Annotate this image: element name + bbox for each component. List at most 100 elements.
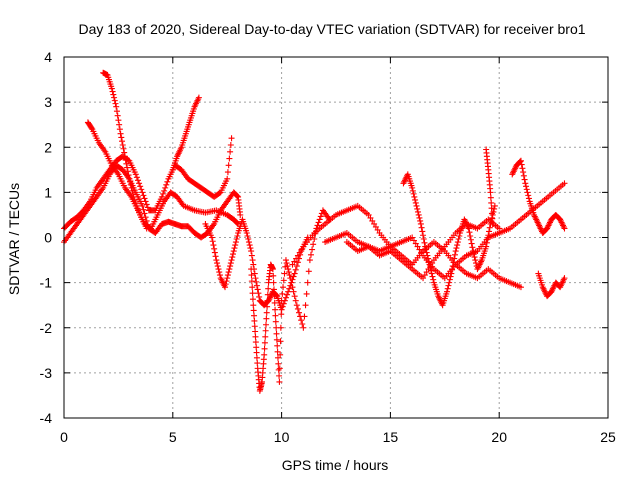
- data-point: [411, 193, 418, 200]
- data-point: [471, 254, 478, 261]
- data-point: [422, 246, 429, 253]
- data-point: [467, 236, 474, 243]
- data-point: [412, 199, 419, 206]
- y-tick-labels: -4 -3 -2 -1 0 1 2 3 4: [40, 49, 53, 426]
- data-point: [420, 236, 427, 243]
- data-point: [142, 198, 149, 205]
- data-point: [485, 232, 492, 239]
- data-point: [488, 199, 495, 206]
- data-point: [293, 255, 300, 262]
- data-point: [453, 245, 460, 252]
- data-point: [487, 189, 494, 196]
- data-point: [292, 266, 299, 273]
- data-point: [291, 293, 298, 300]
- data-point: [468, 240, 475, 247]
- data-point: [451, 251, 458, 258]
- data-point: [234, 232, 241, 239]
- data-point: [222, 281, 229, 288]
- data-point: [285, 269, 292, 276]
- data-point: [158, 193, 165, 200]
- data-point: [294, 252, 301, 259]
- data-point: [263, 309, 270, 316]
- data-point: [140, 206, 147, 213]
- data-point: [253, 278, 260, 285]
- data-point: [251, 270, 258, 277]
- data-point: [279, 290, 286, 297]
- data-point: [144, 221, 151, 228]
- data-point: [249, 296, 256, 303]
- data-point: [271, 299, 278, 306]
- data-point: [427, 263, 434, 270]
- data-point: [254, 360, 261, 367]
- data-point: [520, 169, 527, 176]
- data-point: [456, 232, 463, 239]
- y-tick-label: -3: [40, 365, 53, 381]
- data-point: [261, 345, 268, 352]
- data-point: [224, 275, 231, 282]
- data-point: [273, 330, 280, 337]
- data-point: [444, 285, 451, 292]
- data-point: [212, 253, 219, 260]
- data-point: [163, 181, 170, 188]
- data-point: [237, 211, 244, 218]
- data-point: [233, 236, 240, 243]
- data-point: [525, 192, 532, 199]
- data-point: [487, 194, 494, 201]
- data-point: [450, 259, 457, 266]
- data-point: [272, 306, 279, 313]
- data-point: [303, 290, 310, 297]
- data-point: [116, 121, 123, 128]
- chart-title: Day 183 of 2020, Sidereal Day-to-day VTE…: [78, 21, 585, 37]
- data-point: [249, 290, 256, 297]
- data-point: [449, 266, 456, 273]
- data-point: [227, 148, 234, 155]
- data-point: [261, 351, 268, 358]
- data-point: [483, 239, 490, 246]
- data-point: [264, 297, 271, 304]
- data-point: [293, 302, 300, 309]
- data-point: [367, 214, 374, 221]
- series-arc-k: [483, 146, 496, 227]
- data-point: [290, 273, 297, 280]
- data-point: [277, 351, 284, 358]
- data-point: [248, 272, 255, 279]
- data-point: [293, 263, 300, 270]
- data-point: [287, 275, 294, 282]
- data-point: [116, 126, 123, 133]
- y-tick-label: -2: [40, 320, 53, 336]
- data-point: [443, 288, 450, 295]
- data-point: [269, 266, 276, 273]
- data-point: [272, 318, 279, 325]
- data-point: [120, 145, 127, 152]
- data-point: [430, 276, 437, 283]
- data-point: [119, 138, 126, 145]
- data-point: [561, 225, 568, 232]
- data-point: [248, 266, 255, 273]
- data-point: [226, 266, 233, 273]
- data-point: [413, 202, 420, 209]
- y-tick-label: -4: [40, 410, 53, 426]
- data-point: [215, 266, 222, 273]
- data-point: [425, 266, 432, 273]
- data-point: [228, 257, 235, 264]
- data-point: [316, 216, 323, 223]
- data-point: [486, 224, 493, 231]
- data-point: [264, 303, 271, 310]
- x-tick-label: 0: [60, 429, 68, 445]
- data-point: [409, 187, 416, 194]
- data-point: [455, 236, 462, 243]
- data-point: [520, 172, 527, 179]
- data-point: [245, 236, 252, 243]
- data-point: [125, 157, 132, 164]
- data-point: [414, 208, 421, 215]
- data-point: [263, 321, 270, 328]
- data-point: [274, 342, 281, 349]
- y-tick-label: 0: [44, 230, 52, 246]
- data-point: [294, 305, 301, 312]
- data-point: [285, 288, 292, 295]
- data-point: [224, 272, 231, 279]
- series-arc-d: [169, 94, 202, 173]
- data-point: [117, 130, 124, 137]
- data-point: [113, 108, 120, 115]
- data-point: [282, 294, 289, 301]
